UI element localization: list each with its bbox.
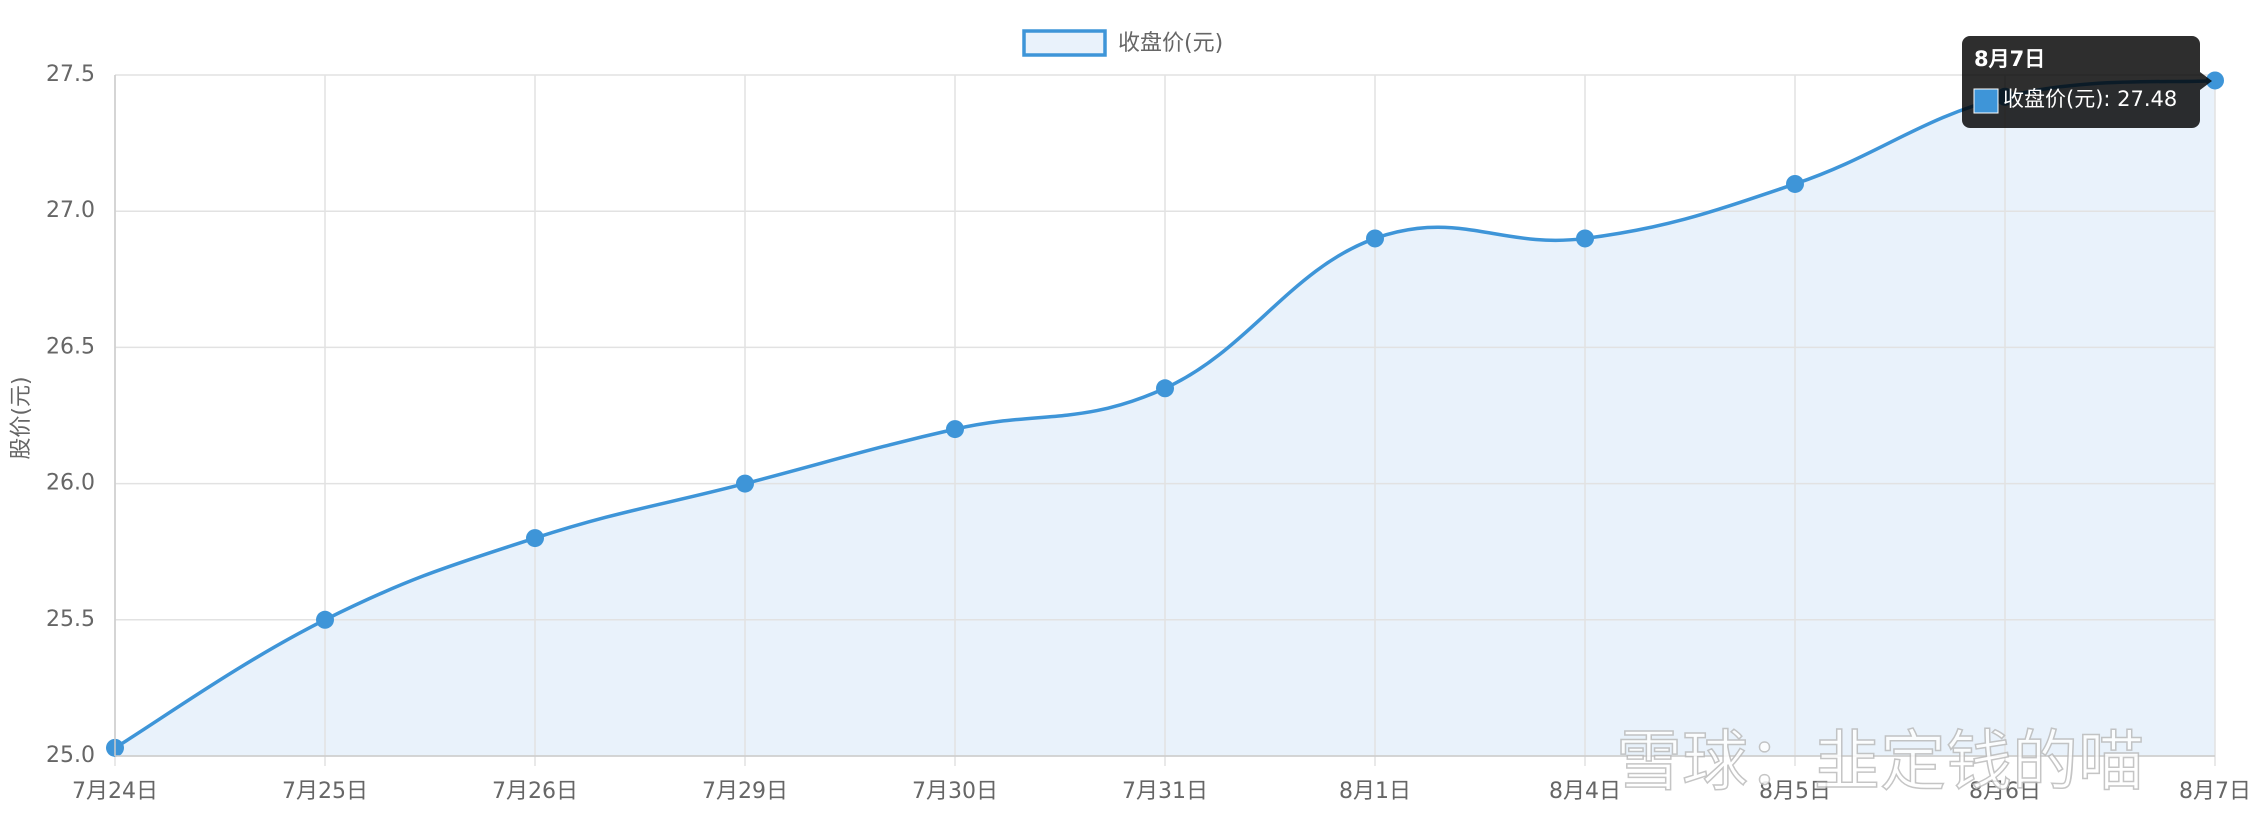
y-tick-label: 26.0	[46, 471, 95, 496]
point	[946, 420, 964, 439]
x-tick-label: 7月26日	[492, 779, 578, 804]
x-tick-label: 7月30日	[912, 779, 998, 804]
x-tick-label: 7月31日	[1122, 779, 1208, 804]
y-tick-label: 25.0	[46, 743, 95, 768]
tooltip-caret	[2200, 72, 2212, 90]
point	[736, 474, 754, 493]
x-tick-label: 8月6日	[1969, 779, 2041, 804]
tooltip-swatch	[1973, 88, 1999, 114]
x-tick-label: 7月24日	[72, 779, 158, 804]
y-tick-label: 27.0	[46, 198, 95, 223]
legend-swatch	[1022, 29, 1107, 57]
y-tick-label: 26.5	[46, 334, 95, 359]
tooltip-label: 收盘价(元): 27.48	[2003, 87, 2177, 111]
point	[1576, 229, 1594, 248]
y-axis-title: 股价(元)	[9, 376, 34, 459]
watermark: 雪球：韭定钱的喵	[1616, 723, 2144, 800]
legend-label: 收盘价(元)	[1118, 31, 1223, 56]
tooltip-title: 8月7日	[1974, 47, 2045, 71]
x-tick-label: 7月29日	[702, 779, 788, 804]
point	[1366, 229, 1384, 248]
tooltip-box	[1962, 36, 2200, 128]
point	[316, 610, 334, 629]
y-tick-label: 27.5	[46, 62, 95, 87]
x-tick-label: 8月5日	[1759, 779, 1831, 804]
x-tick-label: 8月7日	[2179, 779, 2251, 804]
x-tick-label: 8月4日	[1549, 779, 1621, 804]
x-tick-label: 7月25日	[282, 779, 368, 804]
point	[526, 529, 544, 548]
point	[2206, 71, 2224, 90]
point	[1156, 379, 1174, 398]
x-tick-label: 8月1日	[1339, 779, 1411, 804]
y-tick-label: 25.5	[46, 607, 95, 632]
point	[1786, 174, 1804, 193]
